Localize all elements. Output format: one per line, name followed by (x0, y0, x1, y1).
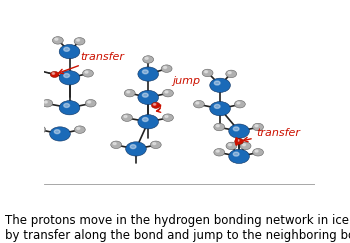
Circle shape (255, 150, 258, 152)
Circle shape (59, 44, 80, 59)
Circle shape (85, 100, 96, 107)
Circle shape (127, 91, 130, 93)
Text: transfer: transfer (243, 128, 301, 142)
Circle shape (237, 140, 239, 141)
Circle shape (52, 37, 63, 44)
Circle shape (77, 39, 79, 41)
Text: The protons move in the hydrogen bonding network in ice
by transfer along the bo: The protons move in the hydrogen bonding… (5, 214, 350, 242)
Circle shape (121, 114, 132, 122)
Circle shape (153, 143, 156, 145)
Circle shape (162, 114, 173, 122)
Circle shape (163, 66, 167, 69)
Circle shape (29, 65, 40, 73)
Circle shape (216, 125, 219, 127)
Circle shape (138, 90, 159, 104)
Circle shape (145, 57, 148, 59)
Circle shape (165, 115, 168, 118)
Circle shape (124, 115, 127, 118)
Circle shape (233, 152, 239, 156)
Circle shape (50, 127, 70, 141)
Circle shape (126, 142, 146, 156)
Circle shape (64, 47, 70, 51)
Circle shape (196, 102, 199, 104)
Circle shape (44, 101, 47, 103)
Circle shape (229, 144, 231, 146)
Circle shape (138, 115, 159, 129)
Circle shape (253, 123, 264, 131)
Circle shape (216, 150, 219, 152)
Circle shape (165, 91, 168, 93)
Circle shape (214, 81, 220, 85)
Circle shape (142, 70, 148, 74)
Circle shape (150, 141, 161, 148)
Circle shape (210, 78, 230, 92)
Circle shape (229, 124, 249, 138)
Circle shape (124, 89, 135, 97)
Circle shape (229, 149, 249, 164)
Circle shape (214, 123, 225, 131)
Circle shape (74, 38, 85, 45)
Circle shape (243, 144, 246, 146)
Circle shape (237, 102, 240, 104)
Circle shape (35, 126, 46, 133)
Circle shape (111, 141, 121, 148)
Text: transfer: transfer (59, 52, 124, 74)
Circle shape (204, 71, 208, 73)
Circle shape (138, 67, 159, 81)
Circle shape (153, 104, 156, 105)
Circle shape (50, 71, 59, 78)
Circle shape (64, 104, 70, 107)
Circle shape (32, 67, 35, 69)
Text: jump: jump (158, 76, 201, 104)
Circle shape (240, 142, 251, 150)
Circle shape (210, 102, 230, 116)
Circle shape (54, 130, 60, 134)
Circle shape (52, 73, 55, 74)
Circle shape (77, 127, 80, 130)
Circle shape (214, 148, 225, 156)
Circle shape (75, 126, 85, 133)
Circle shape (85, 71, 88, 73)
Circle shape (142, 93, 148, 97)
Circle shape (235, 139, 243, 144)
Circle shape (130, 145, 136, 149)
Circle shape (64, 74, 70, 78)
Circle shape (152, 102, 160, 108)
Circle shape (255, 125, 258, 127)
Circle shape (37, 127, 40, 130)
Circle shape (59, 71, 80, 85)
Circle shape (143, 56, 154, 63)
Circle shape (42, 100, 53, 107)
Circle shape (253, 148, 264, 156)
Circle shape (88, 101, 91, 103)
Circle shape (161, 65, 172, 72)
Circle shape (59, 101, 80, 115)
Circle shape (226, 142, 237, 150)
Circle shape (55, 38, 58, 40)
Circle shape (113, 143, 116, 145)
Circle shape (142, 118, 148, 122)
Circle shape (194, 100, 204, 108)
FancyArrowPatch shape (156, 105, 161, 112)
Circle shape (233, 127, 239, 131)
Circle shape (226, 70, 237, 78)
Circle shape (214, 104, 220, 108)
Circle shape (162, 89, 173, 97)
Circle shape (228, 72, 231, 74)
Circle shape (202, 69, 213, 77)
Circle shape (234, 100, 245, 108)
Circle shape (83, 69, 93, 77)
